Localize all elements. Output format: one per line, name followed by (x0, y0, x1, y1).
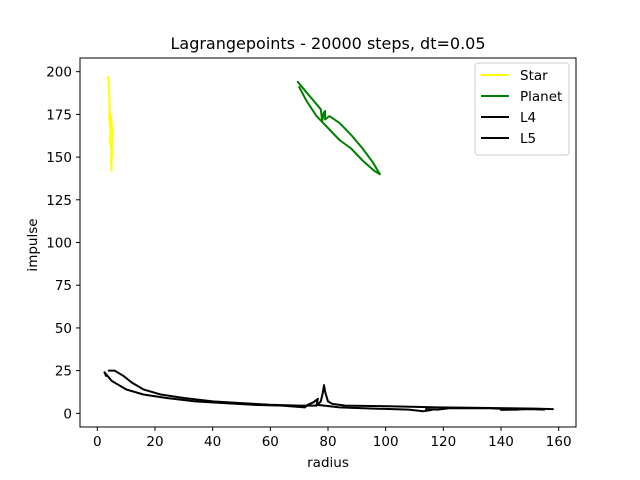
x-tick-label: 40 (204, 434, 221, 450)
x-tick-label: 80 (319, 434, 336, 450)
legend-label-1: Planet (520, 89, 562, 105)
y-tick-label: 75 (55, 278, 72, 294)
legend: Star Planet L4 L5 (474, 62, 570, 156)
axes: 0 20 40 60 80 100 120 140 160 0 25 50 75 100 125 150 175… (46, 65, 571, 450)
y-tick-label: 25 (55, 364, 72, 380)
y-tick-label: 150 (46, 150, 72, 166)
y-tick-label: 0 (63, 406, 72, 422)
series-line-3 (103, 371, 546, 413)
x-axis-label: radius (307, 455, 349, 471)
chart-title: Lagrangepoints - 20000 steps, dt=0.05 (170, 34, 485, 53)
y-tick-label: 175 (46, 107, 72, 123)
x-tick-label: 20 (146, 434, 163, 450)
y-tick-label: 50 (55, 321, 72, 337)
x-tick-label: 0 (93, 434, 102, 450)
plot-series (103, 75, 554, 413)
legend-box (474, 62, 570, 156)
legend-label-0: Star (520, 68, 548, 84)
legend-label-2: L4 (520, 110, 536, 126)
x-tick-label: 60 (262, 434, 279, 450)
series-line-2 (107, 369, 554, 411)
x-tick-label: 100 (373, 434, 399, 450)
x-tick-label: 140 (488, 434, 514, 450)
y-tick-label: 100 (46, 236, 72, 252)
x-tick-label: 120 (430, 434, 456, 450)
y-tick-label: 200 (46, 65, 72, 81)
series-line-1 (296, 80, 381, 176)
series-line-0 (107, 75, 114, 172)
x-tick-label: 160 (546, 434, 572, 450)
legend-label-3: L5 (520, 131, 536, 147)
y-axis-label: impulse (25, 218, 41, 271)
y-tick-label: 125 (46, 193, 72, 209)
